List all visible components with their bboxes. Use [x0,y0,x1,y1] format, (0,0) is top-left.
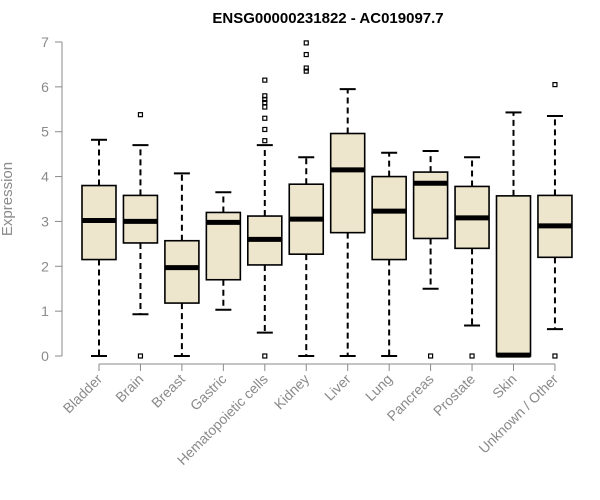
box-10 [495,111,532,358]
outlier-point [262,353,268,359]
y-tick-label: 6 [41,79,49,95]
outlier-point [428,353,434,359]
box-iqr [495,195,532,357]
chart-title: ENSG00000231822 - AC019097.7 [212,10,443,27]
outlier-point [303,68,309,74]
outlier-point [303,51,309,58]
y-tick-label: 3 [41,213,49,229]
y-tick-label: 7 [41,34,49,50]
box-11 [537,82,573,359]
x-tick-label: Kidney [271,371,313,413]
box-6 [329,88,366,357]
outlier-point [303,65,309,71]
box-8 [412,150,449,359]
box-7 [371,151,407,357]
outlier-point [303,40,309,46]
outlier-point [262,77,268,83]
box-2 [164,172,200,357]
outlier-point [262,138,268,144]
box-iqr [164,239,200,304]
x-tick-label: Breast [148,371,188,411]
box-1 [122,112,159,359]
outlier-point [262,115,268,121]
y-tick-label: 1 [41,303,49,319]
x-tick-label: Lung [362,371,395,404]
outlier-point [262,99,268,106]
y-axis-label: Expression [0,162,16,236]
box-0 [81,138,117,357]
y-tick-label: 0 [41,348,49,364]
outlier-point [137,353,144,359]
box-4 [247,77,283,359]
outlier-point [137,112,144,118]
box-iqr [329,132,366,234]
x-tick-label: Skin [489,371,520,402]
box-3 [205,191,242,311]
outlier-point [469,353,475,359]
x-tick-label: Bladder [60,371,106,417]
outlier-point [262,93,268,99]
x-tick-label: Liver [321,371,354,404]
y-tick-label: 5 [41,124,49,140]
outlier-point [552,82,558,88]
box-9 [454,156,490,359]
x-tick-label: Prostate [430,371,478,419]
outlier-point [262,126,268,133]
y-tick-label: 4 [41,169,49,185]
x-tick-label: Brain [112,371,146,405]
y-tick-label: 2 [41,258,49,274]
outlier-point [262,104,268,110]
x-tick-label: Unknown / Other [475,371,561,457]
box-5 [288,40,325,357]
plot-area [81,40,573,359]
y-axis: 0 1 2 3 4 5 6 7 [41,34,63,364]
box-iqr [371,175,407,261]
outlier-point [552,353,558,359]
